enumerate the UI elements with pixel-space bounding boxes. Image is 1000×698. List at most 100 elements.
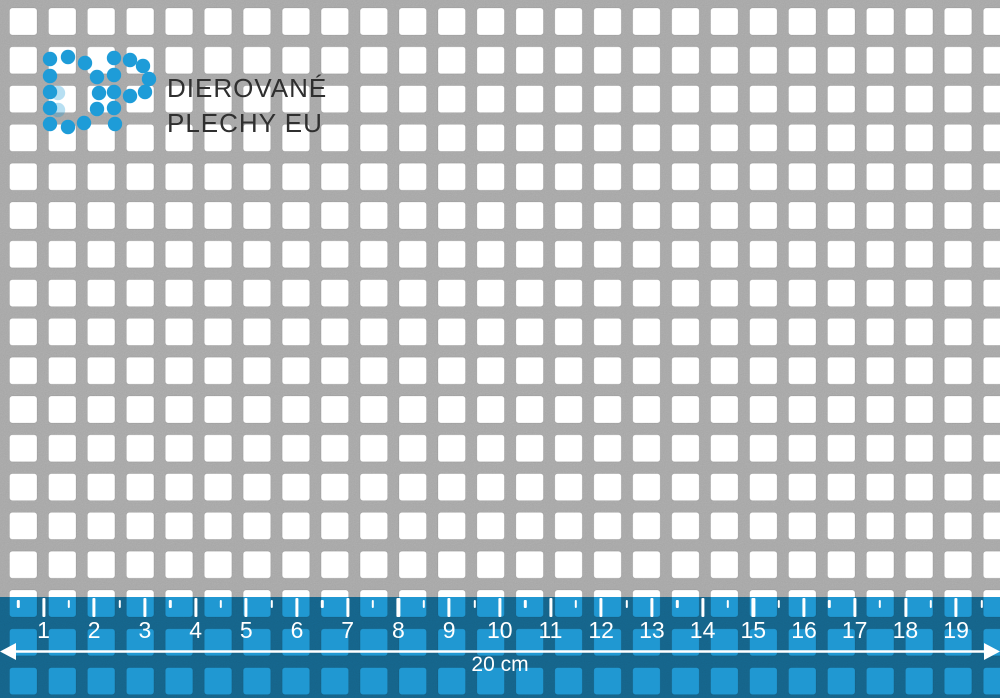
square-hole bbox=[476, 434, 505, 463]
ruler-tick-minor bbox=[574, 600, 578, 608]
ruler-number: 4 bbox=[189, 617, 202, 643]
ruler-number: 15 bbox=[740, 617, 767, 643]
square-hole bbox=[242, 279, 272, 308]
square-hole bbox=[749, 7, 778, 36]
square-hole bbox=[242, 434, 272, 463]
square-hole bbox=[943, 124, 973, 152]
square-hole bbox=[982, 434, 1000, 463]
square-hole bbox=[437, 7, 466, 36]
square-hole bbox=[164, 201, 194, 230]
square-hole bbox=[164, 85, 194, 113]
square-hole bbox=[281, 124, 311, 152]
square-hole bbox=[632, 550, 661, 579]
square-hole bbox=[982, 240, 1000, 269]
square-hole bbox=[320, 85, 350, 113]
square-hole bbox=[203, 434, 233, 463]
square-hole bbox=[281, 550, 311, 579]
square-hole bbox=[359, 512, 389, 540]
square-hole bbox=[788, 240, 817, 269]
square-hole bbox=[749, 162, 778, 191]
square-hole bbox=[866, 434, 895, 463]
square-hole bbox=[943, 317, 973, 346]
square-hole bbox=[788, 201, 817, 230]
square-hole bbox=[749, 317, 778, 346]
square-hole bbox=[671, 395, 700, 424]
square-hole bbox=[359, 201, 389, 230]
square-hole bbox=[320, 279, 350, 308]
ruler-tick-minor bbox=[16, 600, 20, 608]
square-hole bbox=[905, 356, 934, 385]
square-hole bbox=[320, 201, 350, 230]
square-hole bbox=[554, 240, 583, 269]
square-hole bbox=[788, 395, 817, 424]
square-hole bbox=[9, 550, 38, 579]
square-hole bbox=[982, 318, 1000, 346]
square-hole bbox=[943, 473, 973, 502]
ruler-number: 17 bbox=[841, 617, 868, 643]
square-hole bbox=[788, 279, 817, 308]
square-hole bbox=[710, 279, 739, 308]
square-hole bbox=[632, 512, 661, 540]
square-hole bbox=[554, 279, 583, 308]
square-hole bbox=[827, 434, 856, 463]
square-hole bbox=[242, 240, 272, 269]
square-hole bbox=[827, 356, 856, 385]
square-hole bbox=[48, 512, 77, 540]
square-hole bbox=[359, 434, 389, 463]
square-hole bbox=[164, 550, 194, 579]
square-hole bbox=[242, 85, 272, 113]
ruler-tick-minor bbox=[523, 600, 527, 608]
ruler-tick-major bbox=[396, 598, 400, 617]
square-hole bbox=[632, 356, 661, 385]
square-hole bbox=[593, 434, 622, 463]
square-hole bbox=[126, 356, 155, 385]
square-hole bbox=[866, 512, 895, 540]
square-hole bbox=[749, 85, 778, 113]
ruler-tick-major bbox=[549, 598, 553, 617]
square-hole bbox=[437, 512, 466, 540]
square-hole bbox=[554, 201, 583, 230]
square-hole bbox=[515, 434, 544, 463]
ruler-tick-minor bbox=[270, 600, 273, 608]
square-hole bbox=[203, 124, 233, 152]
square-hole bbox=[515, 162, 544, 191]
square-hole bbox=[827, 201, 856, 230]
ruler-number: 10 bbox=[487, 617, 513, 643]
square-hole bbox=[515, 240, 544, 269]
square-hole bbox=[593, 473, 622, 502]
ruler-tick-major bbox=[295, 598, 299, 617]
square-hole bbox=[749, 201, 778, 230]
square-hole bbox=[710, 550, 739, 579]
square-hole bbox=[593, 7, 622, 36]
square-hole bbox=[982, 550, 1000, 579]
square-hole bbox=[749, 279, 778, 308]
square-hole bbox=[398, 434, 427, 463]
ruler-number: 3 bbox=[138, 617, 152, 643]
square-hole bbox=[515, 7, 544, 36]
square-hole bbox=[515, 124, 544, 152]
square-hole bbox=[48, 317, 77, 346]
square-hole bbox=[593, 279, 622, 308]
square-hole bbox=[9, 7, 38, 36]
square-hole bbox=[632, 201, 661, 230]
square-hole bbox=[866, 85, 895, 113]
ruler-number: 13 bbox=[639, 617, 665, 643]
square-hole bbox=[437, 240, 466, 269]
square-hole bbox=[87, 7, 116, 36]
ruler-tick-major bbox=[853, 598, 857, 617]
square-hole bbox=[164, 279, 194, 308]
ruler-tick-minor bbox=[473, 600, 476, 608]
square-hole bbox=[632, 240, 661, 269]
square-hole bbox=[710, 46, 739, 75]
square-hole bbox=[671, 162, 700, 191]
ruler-tick-major bbox=[92, 598, 96, 617]
square-hole bbox=[476, 162, 505, 191]
square-hole bbox=[281, 240, 311, 269]
square-hole bbox=[476, 317, 505, 346]
square-hole bbox=[242, 512, 272, 540]
square-hole bbox=[982, 279, 1000, 307]
square-hole bbox=[943, 240, 973, 269]
ruler-number: 7 bbox=[341, 617, 355, 643]
square-hole bbox=[203, 7, 233, 36]
